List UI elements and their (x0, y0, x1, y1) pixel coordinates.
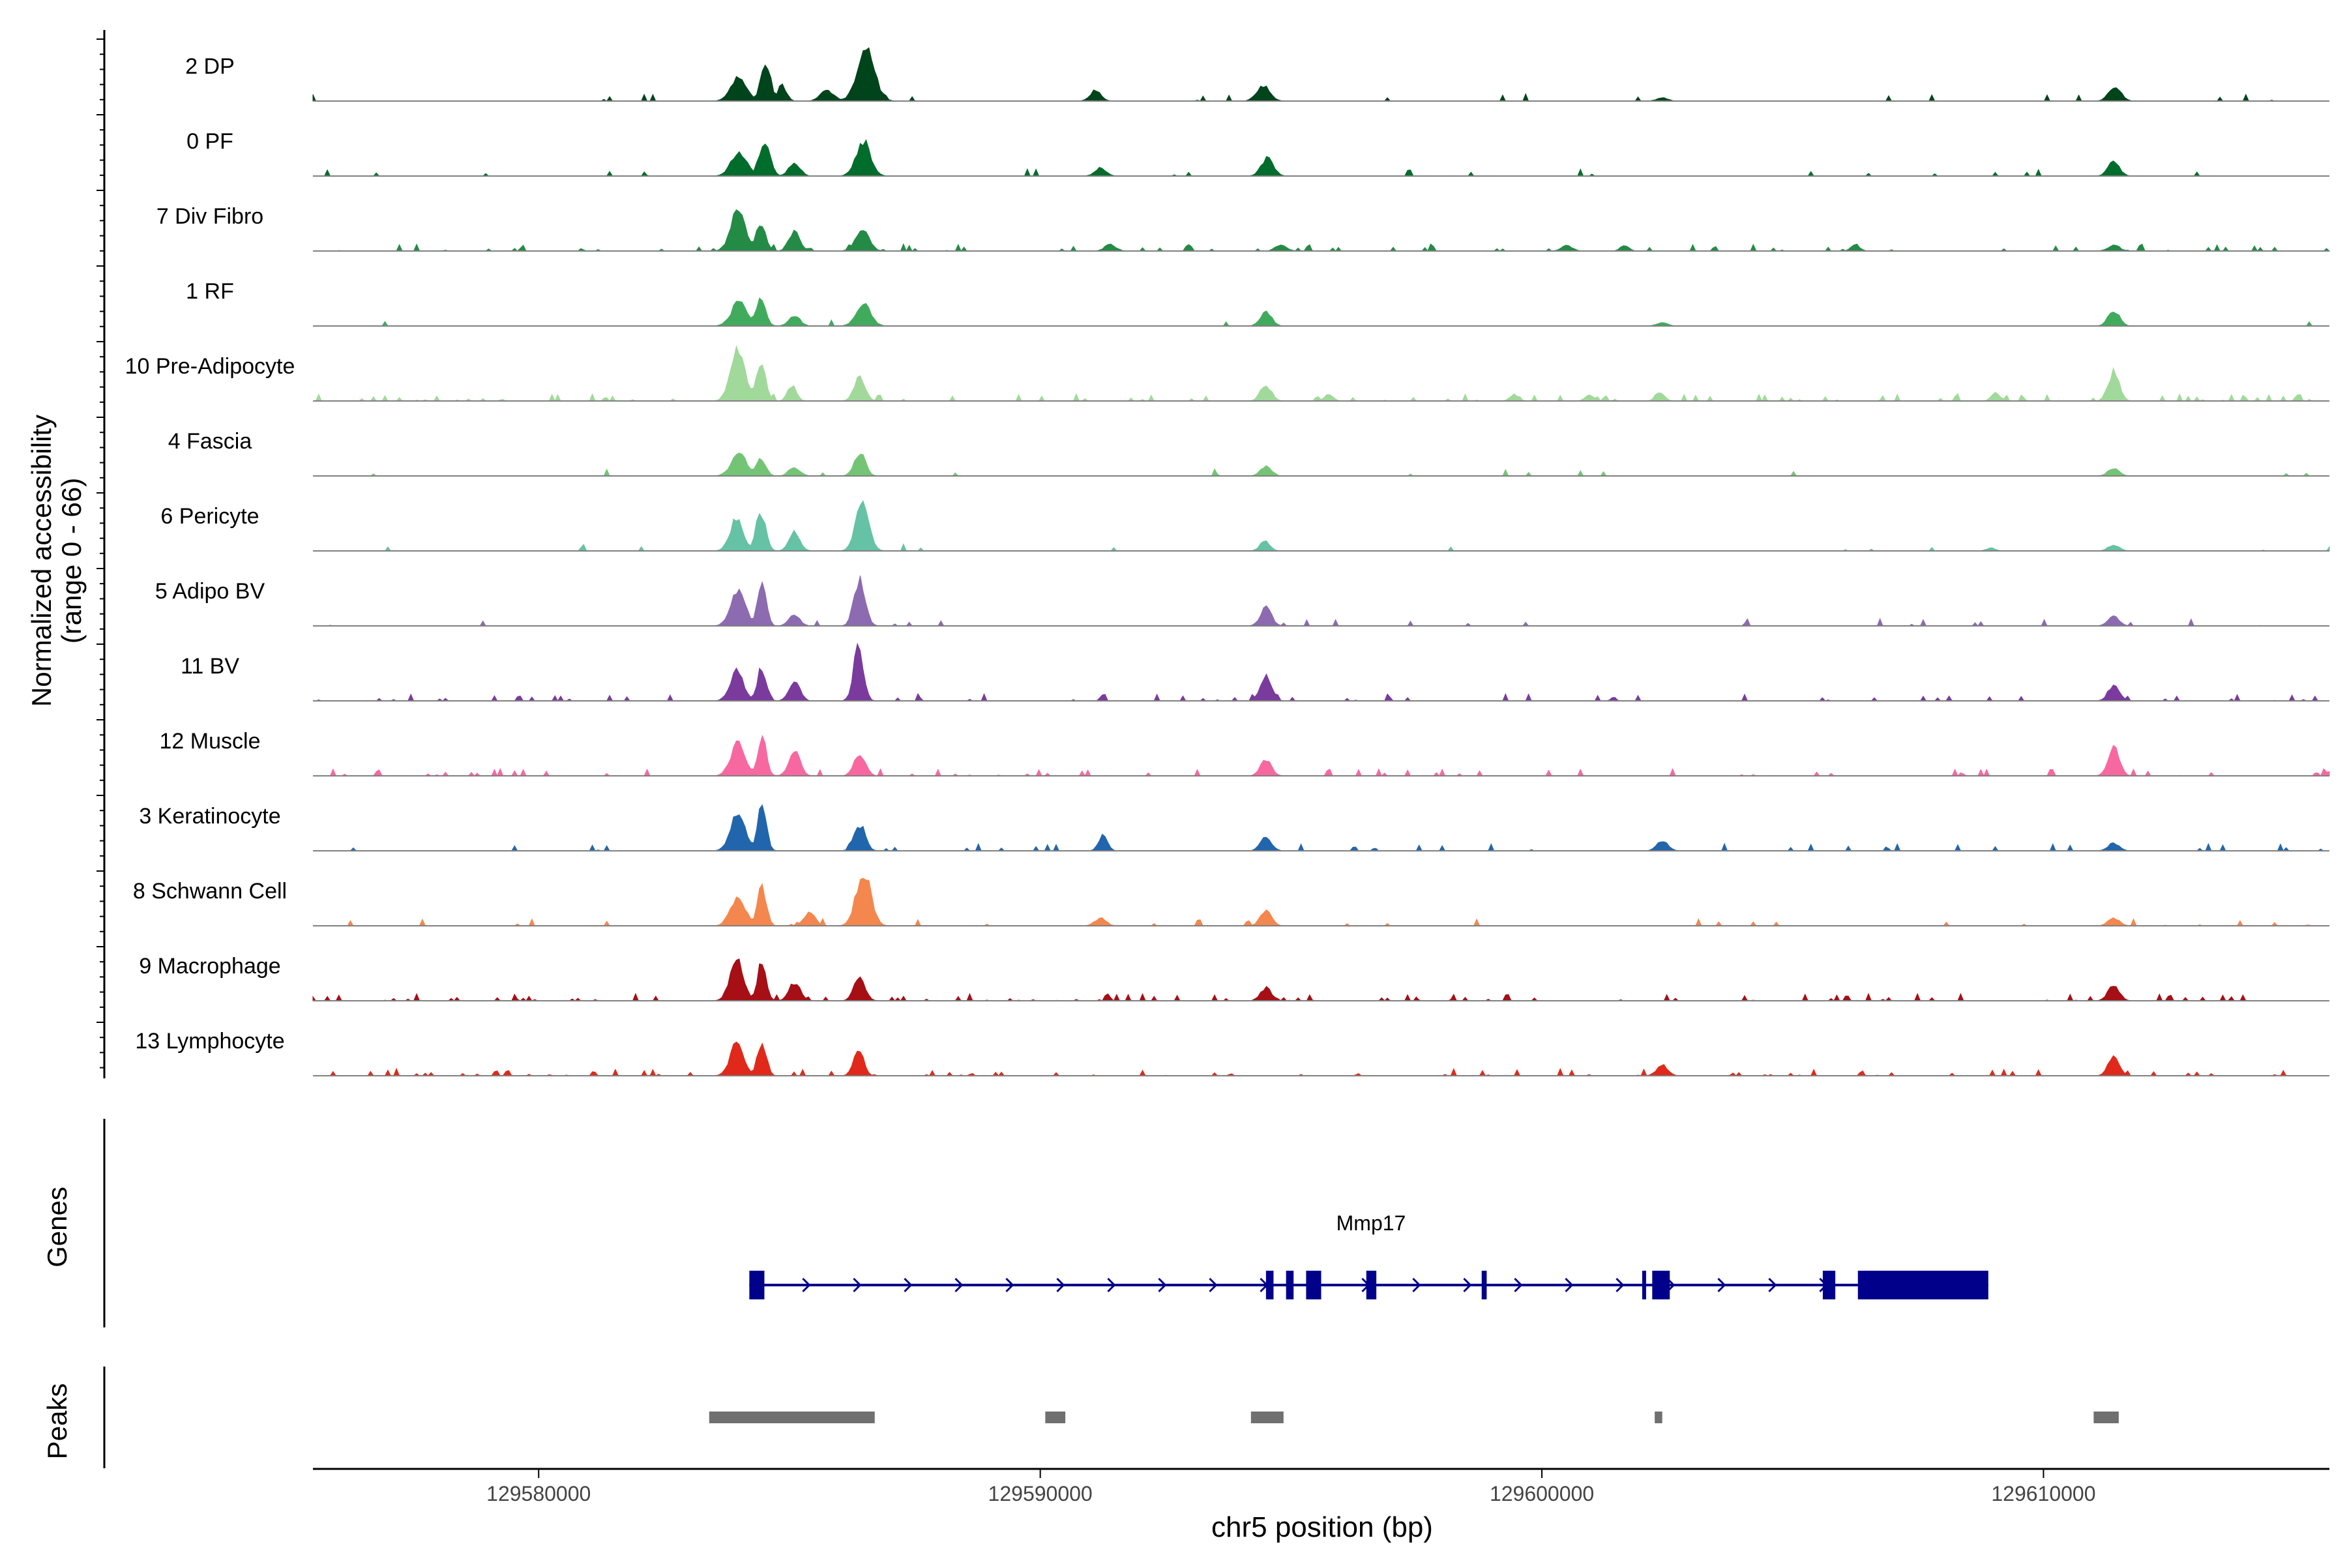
track-area-7 (313, 575, 2329, 627)
track-area-12 (312, 958, 2329, 1001)
track-area-4 (313, 345, 2329, 402)
y-axis-label-line1: Normalized accessibility (26, 415, 57, 707)
track-area-0 (312, 47, 2329, 102)
track-label-11: 8 Schwann Cell (133, 879, 287, 904)
track-area-2 (313, 209, 2331, 252)
gene-strand-arrow (853, 1277, 862, 1293)
gene-name-label: Mmp17 (1336, 1211, 1406, 1235)
gene-exon (1306, 1271, 1321, 1299)
gene-strand-arrow (1056, 1277, 1065, 1293)
track-area-3 (313, 297, 2329, 327)
peak-region (1045, 1412, 1066, 1423)
track-label-12: 9 Macrophage (139, 954, 280, 979)
gene-exon (749, 1271, 765, 1299)
track-label-13: 13 Lymphocyte (135, 1029, 284, 1054)
track-label-5: 4 Fascia (168, 429, 252, 454)
track-area-1 (313, 139, 2329, 177)
gene-strand-arrow (1412, 1277, 1421, 1293)
track-label-7: 5 Adipo BV (155, 579, 265, 604)
track-label-2: 7 Div Fibro (156, 204, 263, 229)
track-area-13 (313, 1041, 2329, 1076)
peak-region (1250, 1412, 1284, 1423)
peak-region (709, 1412, 875, 1423)
track-area-5 (313, 452, 2329, 477)
track-area-11 (313, 878, 2329, 926)
gene-strand-arrow (1616, 1277, 1625, 1293)
track-label-1: 0 PF (186, 129, 233, 154)
gene-exon (1642, 1271, 1646, 1299)
gene-strand-arrow (1565, 1277, 1574, 1293)
gene-strand-arrow (1209, 1277, 1218, 1293)
genes-axis-label: Genes (42, 1187, 72, 1267)
track-label-9: 12 Muscle (160, 729, 261, 754)
gene-strand-arrow (1107, 1277, 1116, 1293)
gene-exon (1366, 1271, 1377, 1299)
x-tick-label: 129610000 (1991, 1482, 2095, 1505)
gene-exon (1481, 1271, 1487, 1299)
gene-strand-arrow (1514, 1277, 1523, 1293)
track-label-0: 2 DP (185, 54, 235, 79)
gene-exon (1822, 1271, 1836, 1299)
gene-exon (1286, 1271, 1294, 1299)
gene-exon (1857, 1271, 1988, 1299)
track-area-6 (313, 500, 2330, 552)
track-area-8 (313, 642, 2329, 702)
x-tick-label: 129580000 (486, 1482, 591, 1505)
track-area-9 (313, 734, 2330, 777)
peak-region (1655, 1412, 1662, 1423)
peaks-axis-label: Peaks (42, 1383, 72, 1460)
track-area-10 (313, 804, 2329, 851)
track-label-10: 3 Keratinocyte (139, 804, 280, 829)
x-axis-label: chr5 position (bp) (1211, 1511, 1433, 1543)
peak-region (2093, 1412, 2119, 1423)
gene-strand-arrow (1005, 1277, 1014, 1293)
x-tick-label: 129590000 (988, 1482, 1093, 1505)
gene-strand-arrow (954, 1277, 964, 1293)
gene-exon (1652, 1271, 1670, 1299)
track-label-6: 6 Pericyte (160, 504, 259, 529)
gene-strand-arrow (1717, 1277, 1726, 1293)
gene-strand-arrow (802, 1277, 811, 1293)
gene-strand-arrow (1158, 1277, 1167, 1293)
track-label-4: 10 Pre-Adipocyte (125, 354, 295, 379)
gene-exon (1265, 1271, 1274, 1299)
track-label-8: 11 BV (181, 654, 239, 679)
track-label-3: 1 RF (186, 279, 234, 304)
x-tick-label: 129600000 (1490, 1482, 1594, 1505)
gene-strand-arrow (1768, 1277, 1777, 1293)
y-axis-label-line2: (range 0 - 66) (56, 478, 87, 643)
gene-strand-arrow (904, 1277, 913, 1293)
gene-strand-arrow (1463, 1277, 1472, 1293)
